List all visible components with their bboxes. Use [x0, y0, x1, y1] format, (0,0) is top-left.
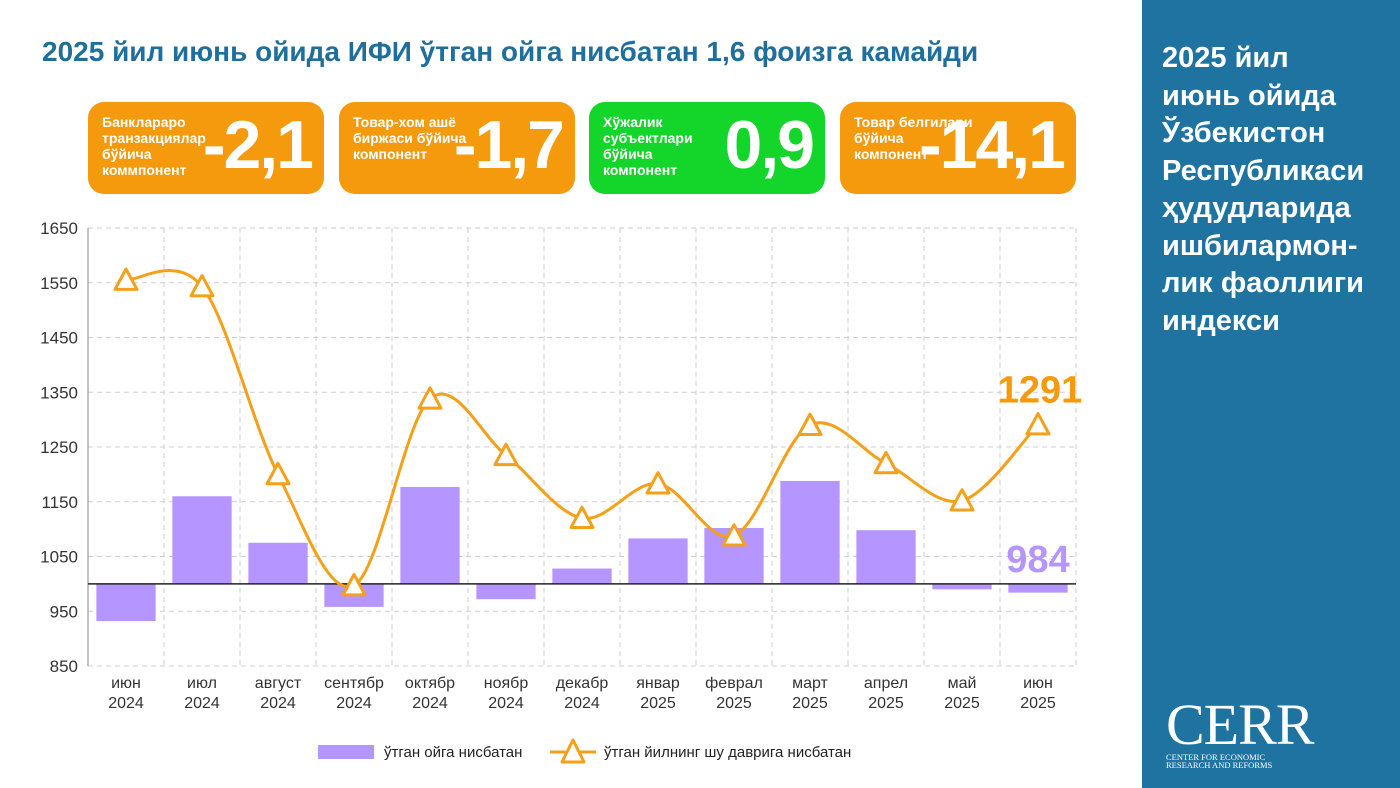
card-label: Товар белгилари бўйича компонент	[854, 114, 973, 162]
line-series-path	[125, 269, 1040, 589]
legend-line-label: ўтган йилнинг шу даврига нисбатан	[604, 744, 852, 761]
x-tick-label-month: феврал	[705, 675, 763, 692]
y-tick-label: 950	[50, 602, 78, 621]
bar	[96, 583, 156, 622]
component-card-interbank: Банклараро транзакциялар бўйича коммпоне…	[88, 102, 324, 194]
sidebar-title-line: Ўзбекистон	[1162, 117, 1326, 149]
x-tick-label-month: июн	[1023, 675, 1053, 692]
line-marker	[265, 461, 291, 486]
x-tick-label-month: январ	[636, 675, 680, 692]
y-tick-label: 850	[50, 657, 78, 676]
bar	[400, 486, 460, 584]
x-tick-label-year: 2024	[488, 695, 524, 712]
x-tick-label-month: сентябр	[324, 675, 384, 692]
x-tick-label-year: 2025	[716, 695, 752, 712]
x-tick-label-year: 2024	[184, 695, 220, 712]
card-value: -1,7	[453, 107, 565, 183]
component-card-business-entities: Хўжалик субъектлари бўйича компонент 0,9	[589, 102, 825, 194]
logo-line-2: RESEARCH AND REFORMS	[1166, 760, 1273, 770]
sidebar-title-line: 2025 йил	[1162, 42, 1289, 74]
line-marker	[189, 274, 215, 298]
x-tick-label-month: апрел	[864, 675, 908, 692]
y-tick-label: 1650	[40, 219, 78, 238]
bar	[780, 480, 840, 584]
bar	[552, 568, 612, 584]
line-marker	[1025, 412, 1051, 436]
y-tick-label: 1050	[40, 548, 78, 567]
x-tick-label-month: ноябр	[484, 675, 529, 692]
sidebar-title-line: ҳудудларида	[1162, 192, 1351, 224]
bar	[172, 496, 232, 584]
legend-line-swatch	[550, 738, 596, 764]
line-marker	[113, 267, 139, 291]
sidebar-title-line: июнь ойида	[1162, 79, 1336, 112]
logo-wordmark: CERR	[1166, 692, 1314, 757]
y-tick-label: 1250	[40, 438, 78, 457]
x-tick-label-year: 2025	[868, 695, 904, 712]
x-tick-label-month: июл	[187, 675, 217, 692]
cerr-logo: CERR CENTER FOR ECONOMIC RESEARCH AND RE…	[1166, 692, 1314, 771]
x-tick-label-year: 2025	[1020, 695, 1056, 712]
bi-index-chart: 850 950 1050 1150 1250 1350 1450 1550 1650 июн 202…	[40, 219, 1083, 712]
line-marker	[645, 471, 671, 495]
y-tick-label: 1150	[41, 493, 78, 512]
bar	[932, 583, 992, 590]
card-label: Банклараро транзакциялар бўйича коммпоне…	[102, 114, 206, 178]
x-tick-label-month: май	[948, 675, 977, 692]
card-value: -14,1	[919, 107, 1066, 183]
sidebar-title-line: Республикаси	[1162, 154, 1365, 187]
logo-line-1: CENTER FOR ECONOMIC	[1166, 752, 1266, 762]
legend-bar-swatch	[318, 745, 374, 759]
sidebar: 2025 йил июнь ойида Ўзбекистон Республикаси…	[1142, 0, 1400, 788]
bar-value-label: 984	[1006, 539, 1069, 581]
y-tick-label: 1550	[40, 274, 78, 293]
sidebar-title: 2025 йил июнь ойида Ўзбекистон Республикаси…	[1162, 40, 1392, 340]
x-tick-label-month: июн	[111, 675, 141, 692]
card-value: 0,9	[724, 107, 815, 183]
line-marker	[873, 450, 899, 475]
x-tick-label-year: 2025	[640, 695, 676, 712]
card-label: Товар-хом ашё биржаси бўйича компонент	[353, 114, 467, 162]
x-tick-label-month: август	[255, 675, 302, 692]
card-label: Хўжалик субъектлари бўйича компонент	[603, 114, 693, 178]
x-tick-label-year: 2024	[336, 695, 372, 712]
x-tick-label-month: март	[792, 675, 828, 692]
x-tick-label-year: 2024	[108, 695, 144, 712]
bar	[248, 542, 308, 584]
x-tick-label-year: 2024	[412, 695, 448, 712]
x-tick-label-month: октябр	[405, 675, 455, 692]
line-marker	[721, 523, 747, 547]
line-marker	[569, 505, 595, 530]
bar	[628, 538, 688, 584]
line-marker	[949, 488, 975, 512]
x-tick-label-year: 2024	[564, 695, 600, 712]
bar	[1008, 583, 1068, 593]
x-tick-label-month: декабр	[556, 675, 609, 692]
y-tick-label: 1450	[40, 329, 78, 348]
sidebar-title-line: индекси	[1162, 304, 1280, 337]
line-marker	[341, 573, 367, 597]
x-tick-label-year: 2024	[260, 695, 296, 712]
legend-bar-label: ўтган ойга нисбатан	[384, 744, 523, 761]
line-marker	[417, 386, 443, 410]
x-tick-label-year: 2025	[944, 695, 980, 712]
x-tick-label-year: 2025	[792, 695, 828, 712]
y-tick-label: 1350	[40, 383, 78, 402]
sidebar-title-line: лик фаоллиги	[1162, 267, 1364, 299]
bar	[476, 583, 536, 600]
line-marker	[493, 442, 519, 467]
bar	[856, 530, 916, 584]
component-card-commodity-exchange: Товар-хом ашё биржаси бўйича компонент -…	[339, 102, 575, 194]
sidebar-title-line: ишбилармон-	[1162, 229, 1358, 262]
line-marker	[797, 412, 823, 436]
page-title: 2025 йил июнь ойида ИФИ ўтган ойга нисба…	[42, 36, 979, 67]
card-value: -2,1	[202, 107, 314, 183]
component-card-trademarks: Товар белгилари бўйича компонент -14,1	[840, 102, 1076, 194]
line-value-label: 1291	[998, 370, 1083, 412]
